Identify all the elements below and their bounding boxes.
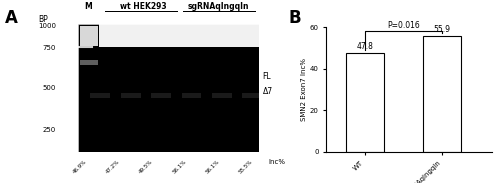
Bar bbox=[80, 26, 98, 46]
Bar bbox=[242, 93, 262, 98]
Text: A: A bbox=[5, 9, 18, 27]
Text: P=0.016: P=0.016 bbox=[386, 21, 419, 30]
Text: BP: BP bbox=[38, 15, 48, 24]
Bar bbox=[345, 53, 383, 152]
Bar bbox=[422, 36, 460, 152]
Text: sgRNAqIngqIn: sgRNAqIngqIn bbox=[187, 2, 248, 11]
Text: 500: 500 bbox=[43, 85, 56, 91]
Y-axis label: SMN2 Exon7 Inc%: SMN2 Exon7 Inc% bbox=[300, 58, 306, 121]
Text: Inc%: Inc% bbox=[268, 159, 285, 165]
Text: 46.9%: 46.9% bbox=[72, 159, 88, 175]
Text: 750: 750 bbox=[43, 45, 56, 51]
Text: 55.5%: 55.5% bbox=[237, 159, 253, 175]
Bar bbox=[99, 24, 258, 47]
Text: 49.5%: 49.5% bbox=[138, 159, 154, 175]
Bar bbox=[80, 60, 98, 65]
Bar bbox=[121, 93, 140, 98]
Bar bbox=[151, 93, 171, 98]
Text: Δ7: Δ7 bbox=[262, 87, 272, 96]
Text: 250: 250 bbox=[43, 127, 56, 133]
Bar bbox=[90, 93, 110, 98]
Text: wt HEK293: wt HEK293 bbox=[120, 2, 166, 11]
Bar bbox=[211, 93, 231, 98]
Bar bbox=[181, 93, 201, 98]
Text: 55.9: 55.9 bbox=[432, 25, 449, 34]
Text: 47.2%: 47.2% bbox=[105, 159, 121, 175]
Text: 47.8: 47.8 bbox=[356, 42, 373, 51]
Text: 56.1%: 56.1% bbox=[171, 159, 187, 175]
Text: FL: FL bbox=[262, 72, 271, 81]
Text: 1000: 1000 bbox=[38, 23, 56, 29]
Text: 56.1%: 56.1% bbox=[204, 159, 220, 175]
Text: M: M bbox=[84, 2, 92, 11]
Text: B: B bbox=[288, 9, 301, 27]
